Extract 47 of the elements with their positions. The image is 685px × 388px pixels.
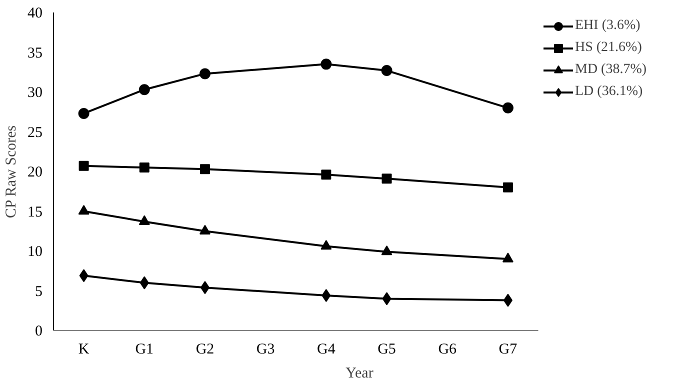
legend-label: LD (36.1%): [575, 84, 643, 100]
point: [502, 102, 514, 114]
point: [139, 162, 150, 173]
legend-label: HS (21.6%): [575, 40, 642, 56]
x-tick-label: K: [78, 342, 90, 358]
y-tick-label: 25: [28, 124, 42, 141]
x-tick-label: G2: [196, 342, 214, 358]
point: [382, 174, 392, 184]
y-tick-label: 40: [28, 6, 42, 22]
point: [199, 224, 210, 235]
point: [321, 170, 332, 180]
x-tick-label: G7: [498, 342, 518, 358]
y-tick-label: 10: [28, 244, 42, 260]
point: [381, 246, 392, 256]
y-axis-title: CP Raw Scores: [4, 125, 20, 218]
y-tick-label: 15: [28, 204, 42, 220]
point: [138, 84, 150, 96]
point: [78, 204, 90, 215]
point: [200, 281, 210, 294]
x-tick-label: G6: [438, 342, 458, 358]
x-tick-label: G5: [378, 342, 396, 358]
point: [503, 294, 512, 307]
legend-label: EHI (3.6%): [575, 18, 640, 34]
point: [320, 240, 332, 250]
y-tick-label: 30: [28, 85, 42, 101]
point: [199, 68, 210, 80]
y-tick-label: 0: [35, 324, 42, 340]
point: [79, 269, 88, 282]
x-axis-title: Year: [346, 366, 374, 382]
point: [138, 215, 150, 225]
x-tick-label: G3: [256, 342, 275, 358]
y-tick-label: 35: [28, 45, 42, 62]
point: [382, 292, 392, 306]
point: [502, 252, 514, 262]
point: [78, 160, 89, 171]
point: [322, 289, 331, 302]
legend-label: MD (38.7%): [575, 62, 647, 78]
x-tick-label: G1: [135, 342, 154, 358]
x-tick-label: G4: [317, 342, 336, 358]
point: [381, 65, 392, 76]
point: [200, 164, 210, 174]
y-tick-label: 20: [28, 164, 42, 180]
point: [320, 58, 332, 70]
point: [502, 182, 513, 192]
y-tick-label: 5: [35, 284, 42, 300]
point: [140, 276, 149, 290]
point: [78, 108, 90, 119]
